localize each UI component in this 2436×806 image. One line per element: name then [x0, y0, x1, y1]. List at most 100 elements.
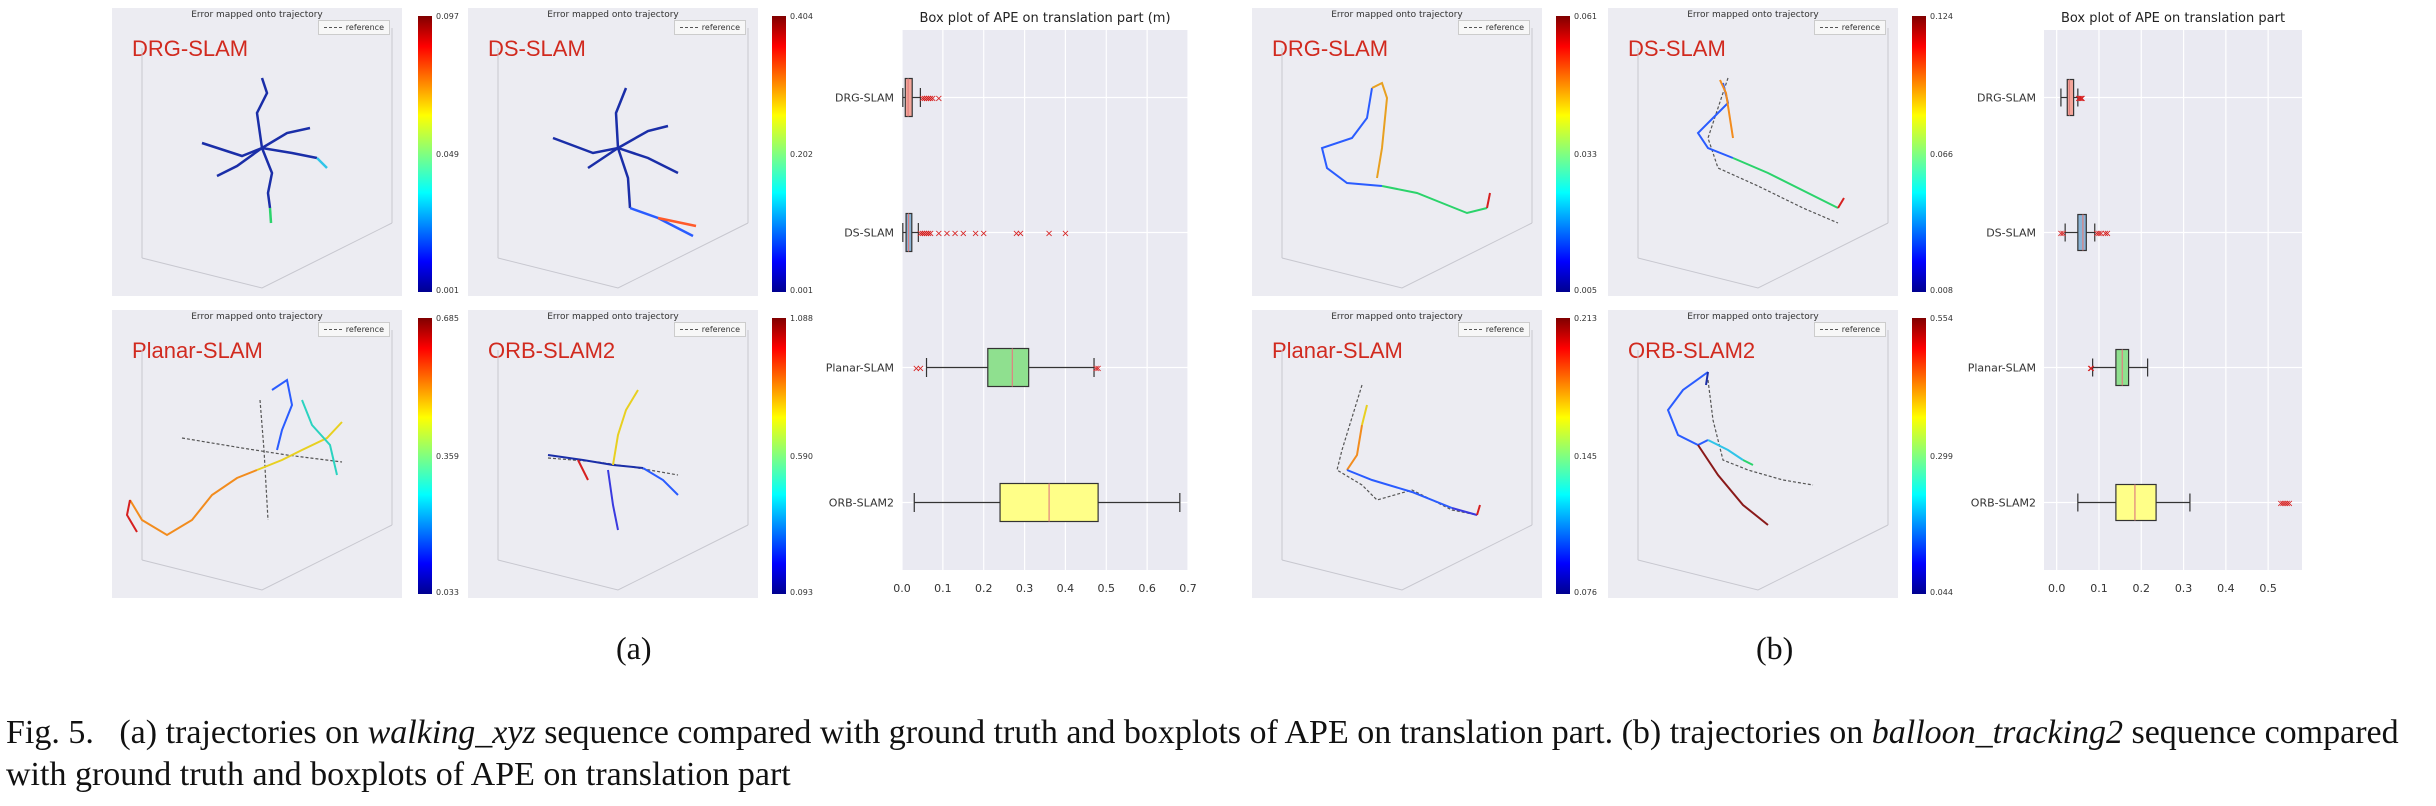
- category-label: DRG-SLAM: [1977, 92, 2036, 105]
- x-tick-label: 0.5: [1098, 582, 1116, 595]
- outlier-marker: ×: [951, 229, 959, 240]
- colorbar-max: 0.097: [436, 12, 459, 21]
- method-label: DRG-SLAM: [1272, 36, 1389, 61]
- colorbar: [1912, 16, 1926, 292]
- colorbar-mid: 0.299: [1930, 452, 1953, 461]
- panel-title: Error mapped onto trajectory: [1687, 10, 1819, 20]
- outlier-marker: ×: [2078, 94, 2086, 105]
- category-label: ORB-SLAM2: [829, 497, 894, 510]
- legend: reference: [317, 322, 390, 337]
- colorbar-min: 0.001: [790, 286, 813, 295]
- outlier-marker: ×: [2103, 229, 2111, 240]
- outlier-marker: ×: [2074, 94, 2082, 105]
- caption-seq-b: balloon_tracking2: [1871, 714, 2123, 751]
- trajectory-plot: [497, 330, 749, 591]
- colorbar: [772, 16, 786, 292]
- colorbar-max: 0.554: [1930, 314, 1953, 323]
- category-label: Planar-SLAM: [826, 362, 894, 375]
- caption-fig-label: Fig. 5.: [6, 714, 94, 751]
- x-tick-label: 0.6: [1138, 582, 1156, 595]
- trajectory-panel-b3: Error mapped onto trajectory Planar-SLAM…: [1252, 310, 1542, 598]
- method-label: ORB-SLAM2: [488, 338, 616, 363]
- panel-title: Error mapped onto trajectory: [191, 312, 323, 322]
- outlier-marker: ×: [2279, 499, 2287, 510]
- method-label: Planar-SLAM: [132, 338, 263, 363]
- colorbar-min: 0.093: [790, 588, 813, 597]
- colorbar-mid: 0.066: [1930, 150, 1953, 159]
- method-label: DS-SLAM: [1628, 36, 1726, 61]
- outlier-marker: ×: [2095, 229, 2103, 240]
- outlier-marker: ×: [1061, 229, 1069, 240]
- colorbar-mid: 0.033: [1574, 150, 1597, 159]
- panel-title: Error mapped onto trajectory: [191, 10, 323, 20]
- category-label: DRG-SLAM: [835, 92, 894, 105]
- outlier-marker: ×: [918, 94, 926, 105]
- outlier-marker: ×: [971, 229, 979, 240]
- panel-title: Error mapped onto trajectory: [547, 312, 679, 322]
- legend: reference: [1813, 20, 1886, 35]
- colorbar-min: 0.001: [436, 286, 459, 295]
- plot-background: [2044, 30, 2302, 570]
- outlier-marker: ×: [1012, 229, 1020, 240]
- trajectory-panel-b2: Error mapped onto trajectory DS-SLAM ref…: [1608, 8, 1898, 296]
- caption-seq-a: walking_xyz: [367, 714, 536, 751]
- colorbar-mid: 0.145: [1574, 452, 1597, 461]
- chart-title: Box plot of APE on translation part: [2061, 11, 2285, 26]
- colorbar-max: 0.061: [1574, 12, 1597, 21]
- figure-caption: Fig. 5. (a) trajectories on walking_xyz …: [6, 712, 2430, 796]
- trajectory-panel-a3: Error mapped onto trajectory Planar-SLAM…: [112, 310, 402, 598]
- colorbar-max: 0.124: [1930, 12, 1953, 21]
- colorbar: [418, 318, 432, 594]
- x-tick-label: 0.3: [2175, 582, 2193, 595]
- outlier-marker: ×: [916, 364, 924, 375]
- panel-title: Error mapped onto trajectory: [1331, 10, 1463, 20]
- method-label: DRG-SLAM: [132, 36, 249, 61]
- colorbar-mid: 0.049: [436, 150, 459, 159]
- colorbar-max: 0.404: [790, 12, 813, 21]
- trajectory-panel-a4: Error mapped onto trajectory ORB-SLAM2 r…: [468, 310, 758, 598]
- box: [2115, 483, 2157, 522]
- colorbar-mid: 0.590: [790, 452, 813, 461]
- caption-part1: (a) trajectories on: [119, 714, 360, 751]
- subfigure-label-b: (b): [1756, 630, 1794, 666]
- x-tick-label: 0.0: [893, 582, 911, 595]
- outlier-marker: ×: [2093, 229, 2101, 240]
- x-tick-label: 0.3: [1016, 582, 1034, 595]
- outlier-marker: ×: [924, 229, 932, 240]
- trajectory-panel-b1: Error mapped onto trajectory DRG-SLAM re…: [1252, 8, 1542, 296]
- colorbar-min: 0.076: [1574, 588, 1597, 597]
- outlier-marker: ×: [912, 364, 920, 375]
- colorbar-min: 0.033: [436, 588, 459, 597]
- colorbar-max: 0.213: [1574, 314, 1597, 323]
- panel-title: Error mapped onto trajectory: [1331, 312, 1463, 322]
- outlier-marker: ×: [2077, 94, 2085, 105]
- outlier-marker: ×: [2076, 94, 2084, 105]
- box: [2066, 78, 2075, 117]
- outlier-marker: ×: [935, 94, 943, 105]
- trajectory-plot: [497, 28, 749, 289]
- method-label: DS-SLAM: [488, 36, 586, 61]
- legend: reference: [1457, 322, 1530, 337]
- outlier-marker: ×: [959, 229, 967, 240]
- outlier-marker: ×: [922, 94, 930, 105]
- trajectory-plot: [141, 28, 393, 289]
- box: [2077, 213, 2087, 252]
- method-label: ORB-SLAM2: [1628, 338, 1756, 363]
- box: [904, 77, 913, 118]
- outlier-marker: ×: [943, 229, 951, 240]
- x-tick-label: 0.2: [975, 582, 993, 595]
- outlier-marker: ×: [980, 229, 988, 240]
- trajectory-plot: [1637, 330, 1889, 591]
- outlier-marker: ×: [920, 94, 928, 105]
- colorbar-mid: 0.202: [790, 150, 813, 159]
- colorbar-mid: 0.359: [436, 452, 459, 461]
- outlier-marker: ×: [2283, 499, 2291, 510]
- colorbar: [1556, 16, 1570, 292]
- category-label: Planar-SLAM: [1968, 362, 2036, 375]
- outlier-marker: ×: [2277, 499, 2285, 510]
- trajectory-plot: [1637, 28, 1889, 289]
- outlier-marker: ×: [1045, 229, 1053, 240]
- caption-part2: sequence compared with ground truth and …: [544, 714, 1864, 751]
- panel-title: Error mapped onto trajectory: [1687, 312, 1819, 322]
